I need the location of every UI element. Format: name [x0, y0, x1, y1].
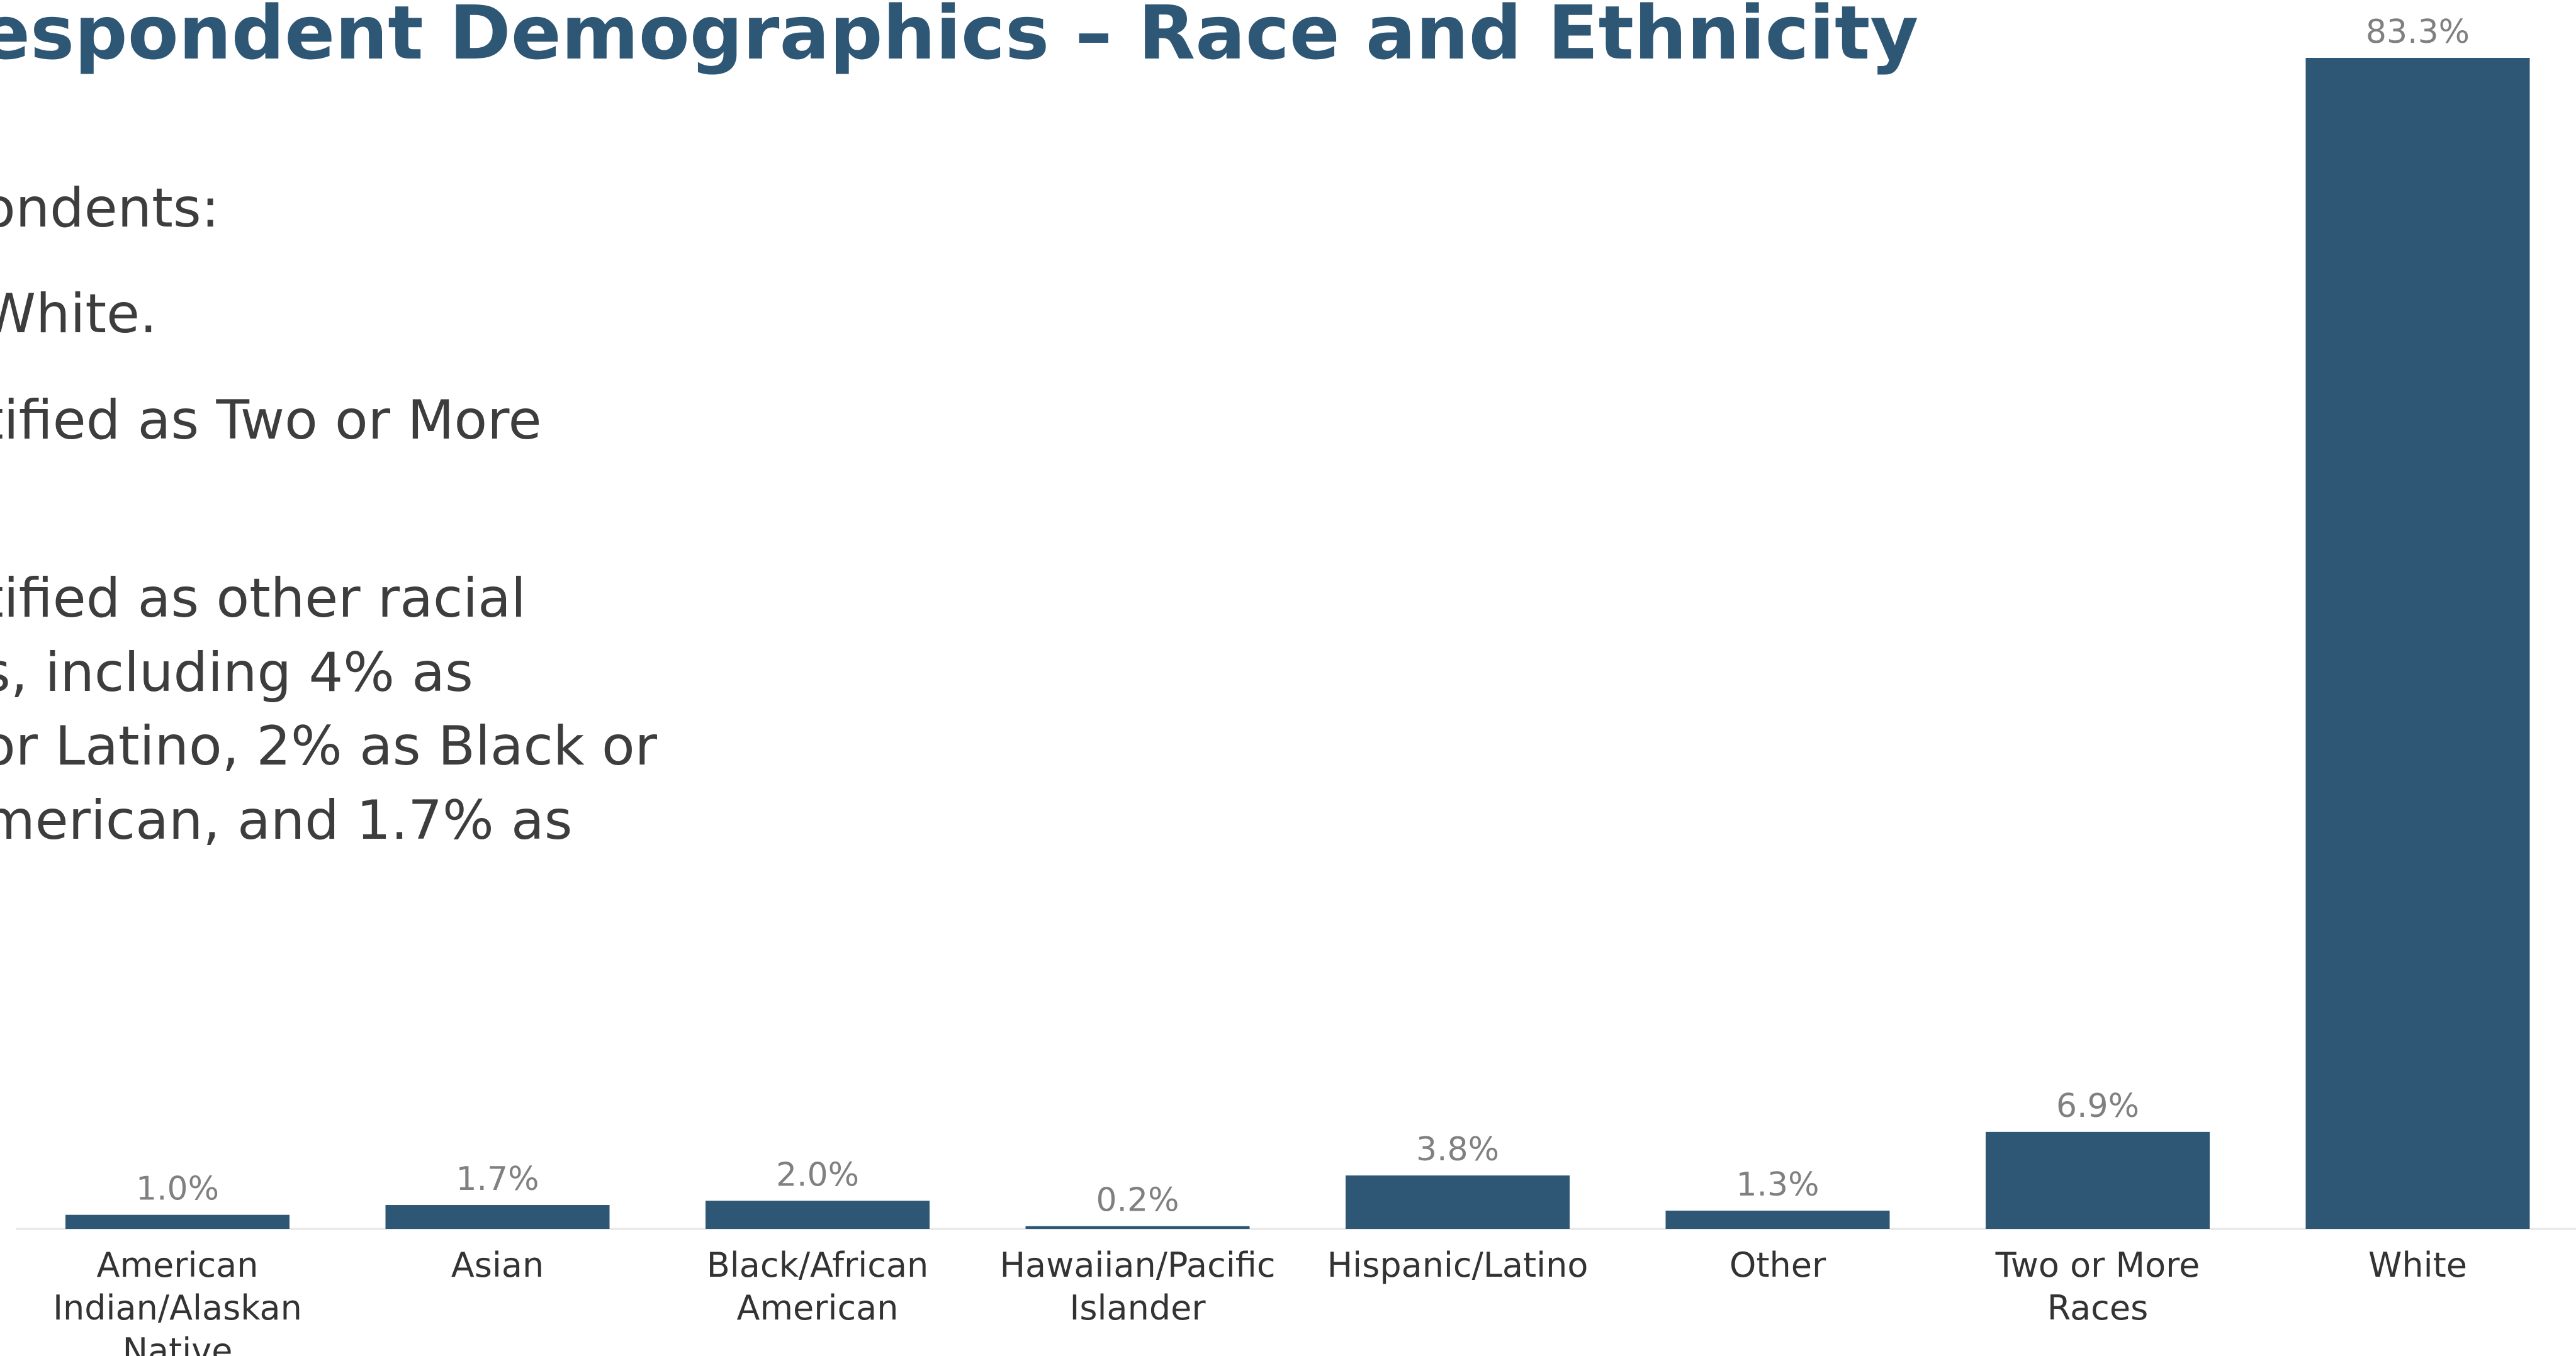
category-label-line: Two or More — [1995, 1245, 2200, 1285]
category-label: Other — [1730, 1245, 1826, 1285]
category-label: Hispanic/Latino — [1327, 1245, 1589, 1285]
bars-group: 1.0%American Indian/Alaskan Native1.7%Asia… — [53, 13, 2530, 1356]
data-label: 2.0% — [776, 1156, 859, 1194]
category-label-line: Black/African — [707, 1245, 929, 1285]
slide-title: espondent Demographics – Race and Ethnic… — [0, 0, 1919, 76]
category-label-line: White — [2368, 1245, 2467, 1285]
bar — [706, 1201, 930, 1229]
summary-line: White. — [0, 283, 157, 345]
bar — [2305, 58, 2530, 1229]
category-label-line: American — [737, 1288, 899, 1328]
category-label: Hawaiian/Pacific Islander — [999, 1245, 1275, 1328]
category-label: American Indian/Alaskan Native — [53, 1245, 302, 1356]
category-label-line: Hispanic/Latino — [1327, 1245, 1589, 1285]
summary-line: ondents: — [0, 177, 220, 240]
bar — [1986, 1131, 2210, 1229]
category-label-line: Other — [1730, 1245, 1826, 1285]
bar — [385, 1205, 610, 1229]
category-label-line: Indian/Alaskan — [53, 1288, 302, 1328]
category-label-line: Islander — [1069, 1288, 1206, 1328]
bar — [1025, 1226, 1250, 1229]
data-label: 1.3% — [1736, 1166, 1819, 1204]
data-label: 1.7% — [456, 1160, 539, 1198]
summary-line: tified as Two or More — [0, 389, 542, 452]
bar — [1346, 1175, 1570, 1229]
data-label: 83.3% — [2366, 13, 2470, 51]
summary-line: merican, and 1.7% as — [0, 789, 573, 852]
data-label: 6.9% — [2056, 1087, 2139, 1125]
category-label: Asian — [451, 1245, 544, 1285]
bar — [1665, 1210, 1890, 1229]
summary-line: tified as other racial — [0, 567, 526, 630]
summary-line: s, including 4% as — [0, 641, 473, 704]
category-label-line: Hawaiian/Pacific — [999, 1245, 1275, 1285]
summary-line: or Latino, 2% as Black or — [0, 715, 657, 778]
data-label: 1.0% — [136, 1170, 219, 1208]
bar — [65, 1214, 290, 1229]
category-label-line: Native — [123, 1331, 233, 1356]
category-label: Two or More Races — [1995, 1245, 2200, 1328]
category-label: Black/African American — [707, 1245, 929, 1328]
category-label-line: Asian — [451, 1245, 544, 1285]
category-label-line: Races — [2047, 1288, 2148, 1328]
data-label: 0.2% — [1096, 1182, 1179, 1219]
category-label-line: American — [97, 1245, 259, 1285]
data-label: 3.8% — [1416, 1131, 1499, 1168]
category-label: White — [2368, 1245, 2467, 1285]
